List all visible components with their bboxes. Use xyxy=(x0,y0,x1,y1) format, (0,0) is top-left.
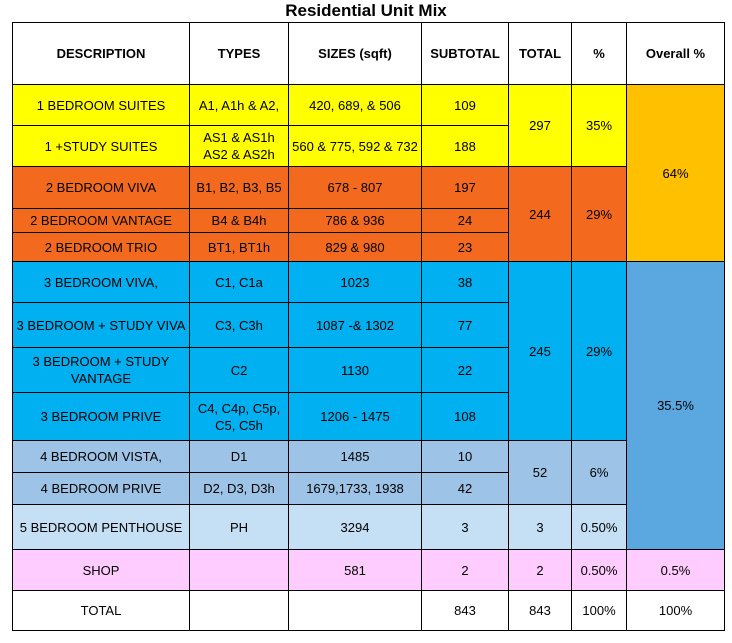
group-total: 843 xyxy=(508,590,572,631)
row-description: 1 +STUDY SUITES xyxy=(12,125,190,167)
row-subtotal: 10 xyxy=(421,440,509,473)
table-row: SHOP 581 2 2 0.50% 0.5% xyxy=(12,549,725,591)
row-description: 2 BEDROOM TRIO xyxy=(12,232,190,262)
group-total: 244 xyxy=(508,166,572,262)
row-types: C1, C1a xyxy=(189,261,289,303)
row-types: PH xyxy=(189,504,289,550)
group-percent: 29% xyxy=(571,261,627,441)
row-types: C2 xyxy=(189,347,289,393)
row-types: B1, B2, B3, B5 xyxy=(189,166,289,209)
row-subtotal: 24 xyxy=(421,208,509,233)
table-row: 4 BEDROOM VISTA, D1 1485 10 52 6% xyxy=(12,440,725,505)
row-types: AS1 & AS1h AS2 & AS2h xyxy=(189,125,289,167)
row-sizes: 1206 - 1475 xyxy=(288,392,422,441)
unit-mix-table: DESCRIPTION TYPES SIZES (sqft) SUBTOTAL … xyxy=(12,22,725,631)
row-sizes: 581 xyxy=(288,549,422,591)
header-row: DESCRIPTION TYPES SIZES (sqft) SUBTOTAL … xyxy=(12,22,725,85)
group-percent: 0.50% xyxy=(571,549,627,591)
header-description: DESCRIPTION xyxy=(12,22,190,85)
overall-percent: 35.5% xyxy=(626,261,725,550)
row-sizes: 829 & 980 xyxy=(288,232,422,262)
row-subtotal: 197 xyxy=(421,166,509,209)
row-description: 1 BEDROOM SUITES xyxy=(12,84,190,126)
header-sizes: SIZES (sqft) xyxy=(288,22,422,85)
row-description: 3 BEDROOM + STUDY VANTAGE xyxy=(12,347,190,393)
row-sizes: 678 - 807 xyxy=(288,166,422,209)
table-row: 5 BEDROOM PENTHOUSE PH 3294 3 3 0.50% xyxy=(12,504,725,550)
row-sizes: 786 & 936 xyxy=(288,208,422,233)
group-percent: 35% xyxy=(571,84,627,167)
group-total: 3 xyxy=(508,504,572,550)
row-types: BT1, BT1h xyxy=(189,232,289,262)
row-types: D2, D3, D3h xyxy=(189,472,289,505)
row-subtotal: 188 xyxy=(421,125,509,167)
row-sizes: 560 & 775, 592 & 732 xyxy=(288,125,422,167)
overall-percent: 64% xyxy=(626,84,725,262)
group-total: 52 xyxy=(508,440,572,505)
row-subtotal: 23 xyxy=(421,232,509,262)
overall-percent: 100% xyxy=(626,590,725,631)
group-percent: 29% xyxy=(571,166,627,262)
row-sizes: 1087 -& 1302 xyxy=(288,302,422,348)
row-description: 2 BEDROOM VANTAGE xyxy=(12,208,190,233)
row-sizes: 1130 xyxy=(288,347,422,393)
row-description: 2 BEDROOM VIVA xyxy=(12,166,190,209)
row-subtotal: 108 xyxy=(421,392,509,441)
row-description: 3 BEDROOM + STUDY VIVA xyxy=(12,302,190,348)
row-subtotal: 843 xyxy=(421,590,509,631)
group-total: 297 xyxy=(508,84,572,167)
group-percent: 100% xyxy=(571,590,627,631)
row-sizes: 1679,1733, 1938 xyxy=(288,472,422,505)
table-row: 1 BEDROOM SUITES A1, A1h & A2, 420, 689,… xyxy=(12,84,725,262)
overall-percent: 0.5% xyxy=(626,549,725,591)
row-subtotal: 42 xyxy=(421,472,509,505)
header-percent: % xyxy=(571,22,627,85)
row-description: 4 BEDROOM VISTA, xyxy=(12,440,190,473)
row-description: 4 BEDROOM PRIVE xyxy=(12,472,190,505)
row-description: 5 BEDROOM PENTHOUSE xyxy=(12,504,190,550)
row-subtotal: 2 xyxy=(421,549,509,591)
row-types: D1 xyxy=(189,440,289,473)
header-subtotal: SUBTOTAL xyxy=(421,22,509,85)
row-types xyxy=(189,549,289,591)
row-sizes xyxy=(288,590,422,631)
row-sizes: 1485 xyxy=(288,440,422,473)
table-row: 3 BEDROOM VIVA, C1, C1a 1023 38 245 29% … xyxy=(12,261,725,550)
row-types: B4 & B4h xyxy=(189,208,289,233)
row-description: TOTAL xyxy=(12,590,190,631)
total-row: TOTAL 843 843 100% 100% xyxy=(12,590,725,631)
group-total: 2 xyxy=(508,549,572,591)
row-types: A1, A1h & A2, xyxy=(189,84,289,126)
header-total: TOTAL xyxy=(508,22,572,85)
row-subtotal: 109 xyxy=(421,84,509,126)
group-percent: 0.50% xyxy=(571,504,627,550)
row-subtotal: 77 xyxy=(421,302,509,348)
row-sizes: 3294 xyxy=(288,504,422,550)
row-description: 3 BEDROOM PRIVE xyxy=(12,392,190,441)
row-types: C4, C4p, C5p, C5, C5h xyxy=(189,392,289,441)
row-subtotal: 22 xyxy=(421,347,509,393)
header-types: TYPES xyxy=(189,22,289,85)
row-description: 3 BEDROOM VIVA, xyxy=(12,261,190,303)
group-percent: 6% xyxy=(571,440,627,505)
row-sizes: 1023 xyxy=(288,261,422,303)
row-types: C3, C3h xyxy=(189,302,289,348)
row-description: SHOP xyxy=(12,549,190,591)
row-subtotal: 3 xyxy=(421,504,509,550)
row-sizes: 420, 689, & 506 xyxy=(288,84,422,126)
row-types xyxy=(189,590,289,631)
table-title: Residential Unit Mix xyxy=(285,1,447,20)
table-row: 2 BEDROOM VIVA B1, B2, B3, B5 678 - 807 … xyxy=(12,166,725,262)
header-overall: Overall % xyxy=(626,22,725,85)
group-total: 245 xyxy=(508,261,572,441)
row-subtotal: 38 xyxy=(421,261,509,303)
